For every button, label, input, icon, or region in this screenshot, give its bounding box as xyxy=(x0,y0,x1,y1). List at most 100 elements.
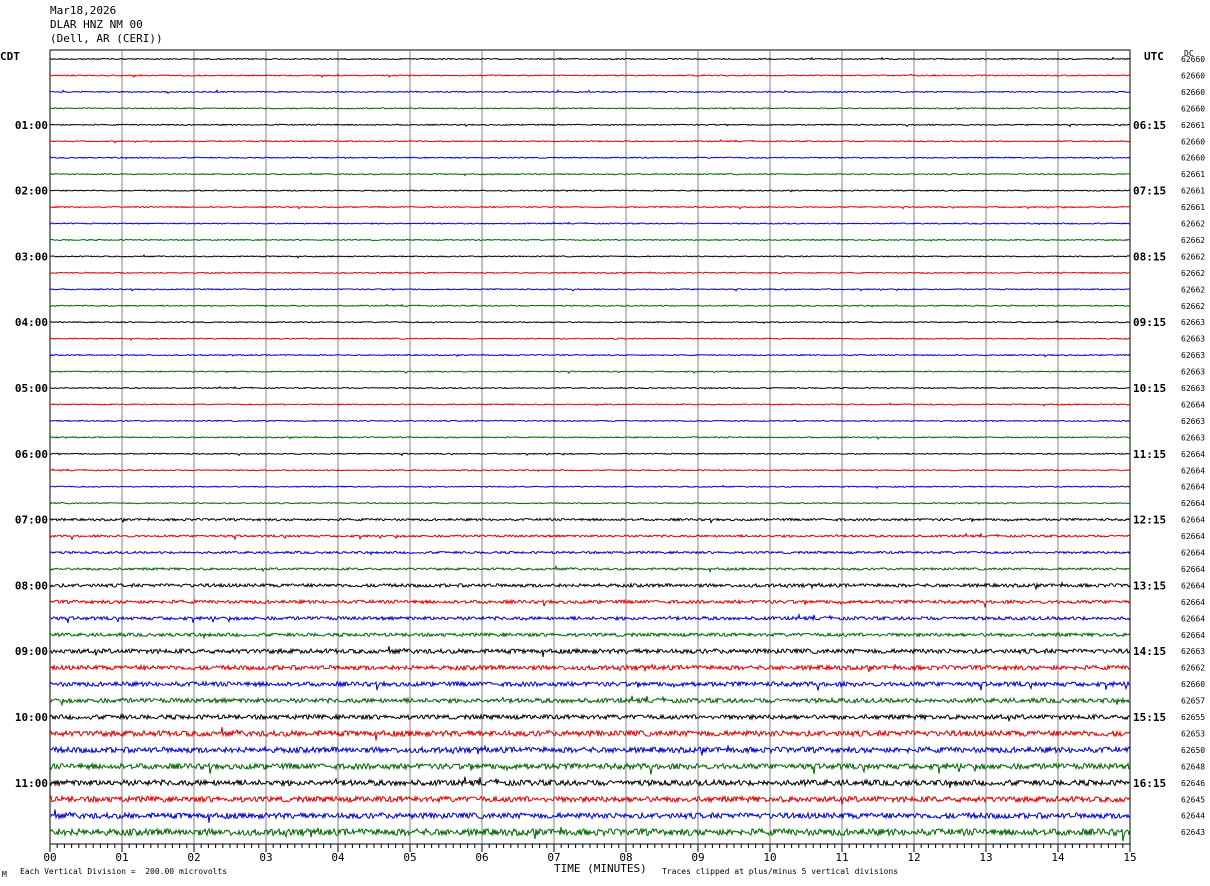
right-hour-label: 10:15 xyxy=(1133,382,1166,395)
left-hour-label: 04:00 xyxy=(15,316,48,329)
seismic-trace xyxy=(49,794,1131,805)
seismic-trace xyxy=(49,695,1131,707)
seismic-trace xyxy=(49,370,1131,375)
seismic-trace xyxy=(49,238,1131,242)
left-hour-label: 11:00 xyxy=(15,777,48,790)
header-date: Mar18,2026 xyxy=(50,4,117,17)
seismic-trace xyxy=(49,156,1131,160)
seismic-trace xyxy=(49,712,1131,722)
seismic-trace xyxy=(49,826,1131,842)
x-tick-label: 09 xyxy=(691,851,704,864)
seismic-trace xyxy=(49,550,1131,556)
x-tick-label: 15 xyxy=(1123,851,1136,864)
right-hour-label: 06:15 xyxy=(1133,119,1166,132)
seismic-trace xyxy=(49,581,1131,591)
right-hour-label: 12:15 xyxy=(1133,514,1166,527)
dc-value-label: 62662 xyxy=(1181,302,1205,311)
dc-value-label: 62653 xyxy=(1181,729,1205,738)
dc-value-label: 62663 xyxy=(1181,384,1205,393)
dc-value-label: 62664 xyxy=(1181,631,1205,640)
dc-value-label: 62664 xyxy=(1181,466,1205,475)
x-tick-label: 05 xyxy=(403,851,416,864)
dc-value-label: 62661 xyxy=(1181,170,1205,179)
left-hour-label: 08:00 xyxy=(15,579,48,592)
seismic-trace xyxy=(49,271,1131,275)
dc-value-label: 62664 xyxy=(1181,499,1205,508)
seismic-trace xyxy=(49,468,1131,473)
clip-note: Traces clipped at plus/minus 5 vertical … xyxy=(662,867,899,876)
seismic-trace xyxy=(49,727,1131,741)
dc-value-label: 62664 xyxy=(1181,565,1205,574)
dc-value-label: 62655 xyxy=(1181,713,1205,722)
seismic-trace xyxy=(49,532,1131,541)
x-tick-label: 10 xyxy=(763,851,776,864)
seismic-trace xyxy=(49,646,1131,657)
dc-value-label: 62664 xyxy=(1181,581,1205,590)
seismic-trace xyxy=(49,56,1131,61)
dc-value-label: 62660 xyxy=(1181,137,1205,146)
seismic-trace xyxy=(49,501,1131,505)
dc-value-label: 62644 xyxy=(1181,812,1205,821)
seismic-trace xyxy=(49,776,1131,788)
dc-value-label: 62660 xyxy=(1181,154,1205,163)
seismic-trace xyxy=(49,337,1131,342)
scale-note: Each Vertical Division = 200.00 microvol… xyxy=(20,867,228,876)
dc-value-label: 62664 xyxy=(1181,532,1205,541)
right-hour-label: 15:15 xyxy=(1133,711,1166,724)
seismic-trace xyxy=(49,598,1131,609)
x-tick-label: 06 xyxy=(475,851,488,864)
seismic-trace xyxy=(49,452,1131,457)
right-timezone-label: UTC xyxy=(1144,50,1164,63)
dc-value-label: 62664 xyxy=(1181,598,1205,607)
corner-mark: M xyxy=(2,870,7,879)
x-axis-title: TIME (MINUTES) xyxy=(554,862,647,875)
dc-value-label: 62663 xyxy=(1181,368,1205,377)
left-hour-label: 05:00 xyxy=(15,382,48,395)
header-location: (Dell, AR (CERI)) xyxy=(50,32,163,45)
seismic-trace xyxy=(49,188,1131,193)
dc-value-label: 62663 xyxy=(1181,417,1205,426)
dc-value-label: 62664 xyxy=(1181,400,1205,409)
dc-value-label: 62664 xyxy=(1181,483,1205,492)
right-hour-label: 08:15 xyxy=(1133,250,1166,263)
dc-value-label: 62662 xyxy=(1181,236,1205,245)
dc-value-label: 62664 xyxy=(1181,549,1205,558)
dc-value-label: 62662 xyxy=(1181,252,1205,261)
x-tick-label: 00 xyxy=(43,851,56,864)
left-hour-label: 06:00 xyxy=(15,448,48,461)
header-station: DLAR HNZ NM 00 xyxy=(50,18,143,31)
dc-value-label: 62661 xyxy=(1181,187,1205,196)
dc-value-label: 62660 xyxy=(1181,71,1205,80)
dc-value-label: 62664 xyxy=(1181,516,1205,525)
seismic-trace xyxy=(49,106,1131,111)
right-hour-label: 14:15 xyxy=(1133,645,1166,658)
dc-value-label: 62663 xyxy=(1181,351,1205,360)
seismic-trace xyxy=(49,631,1131,640)
seismic-trace xyxy=(49,89,1131,95)
dc-value-label: 62663 xyxy=(1181,647,1205,656)
x-tick-label: 03 xyxy=(259,851,272,864)
dc-value-label: 62660 xyxy=(1181,88,1205,97)
seismic-trace xyxy=(49,680,1131,691)
dc-value-label: 62662 xyxy=(1181,220,1205,229)
seismic-trace xyxy=(49,761,1131,775)
right-hour-label: 11:15 xyxy=(1133,448,1166,461)
left-hour-label: 10:00 xyxy=(15,711,48,724)
seismic-trace xyxy=(49,303,1131,308)
right-hour-label: 09:15 xyxy=(1133,316,1166,329)
right-hour-label: 16:15 xyxy=(1133,777,1166,790)
seismic-trace xyxy=(49,744,1131,756)
seismic-trace xyxy=(49,139,1131,144)
seismic-trace xyxy=(49,353,1131,358)
seismic-trace xyxy=(49,402,1131,407)
left-timezone-label: CDT xyxy=(0,50,20,63)
dc-value-label: 62662 xyxy=(1181,285,1205,294)
x-tick-label: 02 xyxy=(187,851,200,864)
dc-value-label: 62645 xyxy=(1181,795,1205,804)
dc-value-label: 62646 xyxy=(1181,779,1205,788)
seismic-trace xyxy=(49,809,1131,823)
dc-value-label: 62657 xyxy=(1181,697,1205,706)
dc-value-label: 62643 xyxy=(1181,828,1205,837)
seismic-trace xyxy=(49,564,1131,574)
